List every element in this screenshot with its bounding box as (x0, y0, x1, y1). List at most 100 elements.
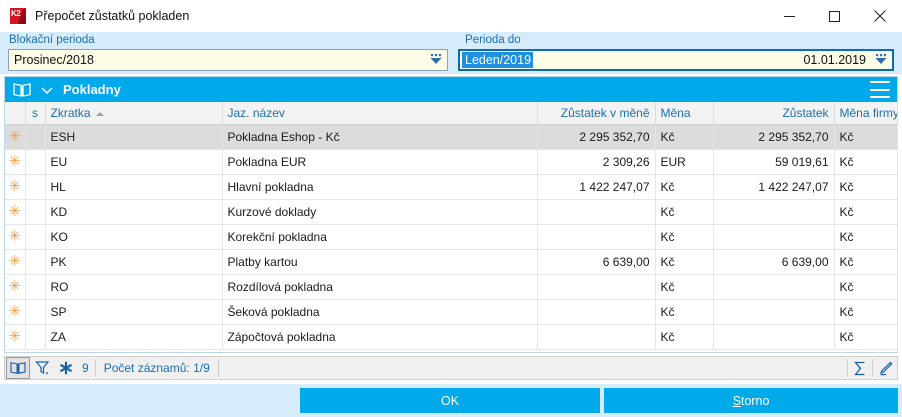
ok-button[interactable]: OK (300, 388, 600, 413)
record-count-label: Počet záznamů: 1/9 (103, 361, 210, 375)
hamburger-menu-icon[interactable] (870, 81, 890, 98)
cell-zustatek: 2 295 352,70 (713, 124, 835, 150)
blocking-period-label: Blokační perioda (9, 34, 95, 46)
cell-nazev: Hlavní pokladna (222, 174, 538, 200)
table-row[interactable]: ✳ SP Šeková pokladna Kč Kč (5, 299, 898, 325)
parameters-strip: Blokační perioda Prosinec/2018 Perioda d… (0, 32, 902, 74)
cell-zustatek (713, 224, 835, 250)
col-header-s[interactable]: s (25, 102, 46, 125)
sigma-sum-icon[interactable] (848, 357, 872, 379)
asterisk-icon[interactable] (54, 357, 78, 379)
blocking-period-input[interactable]: Prosinec/2018 (8, 49, 448, 71)
status-divider (847, 359, 848, 377)
grid-status-bar: 9 Počet záznamů: 1/9 (4, 356, 898, 380)
row-asterisk-icon[interactable]: ✳ (5, 249, 26, 275)
close-button[interactable] (857, 0, 902, 32)
maximize-button[interactable] (812, 0, 857, 32)
row-asterisk-icon[interactable]: ✳ (5, 299, 26, 325)
sort-ascending-icon (95, 111, 104, 116)
cell-mena_firmy: Kč (834, 224, 898, 250)
table-row[interactable]: ✳ PK Platby kartou 6 639,00 Kč 6 639,00 Kč (5, 249, 898, 275)
cell-mena: Kč (655, 274, 714, 300)
cell-s (25, 274, 46, 300)
cell-mena_firmy: Kč (834, 324, 898, 350)
col-header-nazev[interactable]: Jaz. název (222, 102, 538, 125)
row-asterisk-icon[interactable]: ✳ (5, 124, 26, 150)
asterisk-icon: ✳ (8, 253, 22, 271)
dropdown-chevron-icon[interactable] (427, 50, 445, 70)
minimize-button[interactable] (767, 0, 812, 32)
cell-zustatek_mena (537, 224, 656, 250)
cell-zustatek_mena (537, 324, 656, 350)
cell-s (25, 249, 46, 275)
cell-mena: Kč (655, 124, 714, 150)
table-row[interactable]: ✳ ESH Pokladna Eshop - Kč 2 295 352,70 Kč 2 2… (5, 124, 898, 150)
cell-mena_firmy: Kč (834, 174, 898, 200)
chevron-down-icon[interactable] (40, 84, 54, 96)
period-to-value: Leden/2019 (462, 52, 534, 68)
table-row[interactable]: ✳ RO Rozdílová pokladna Kč Kč (5, 274, 898, 300)
cell-s (25, 199, 46, 225)
col-header-star[interactable] (5, 102, 26, 125)
cell-zkratka: KD (45, 199, 223, 225)
table-body: ✳ ESH Pokladna Eshop - Kč 2 295 352,70 Kč 2 2… (5, 124, 898, 350)
status-right-tools (847, 357, 897, 379)
pencil-edit-icon[interactable] (873, 357, 897, 379)
book-icon[interactable] (13, 82, 31, 98)
cancel-button[interactable]: Storno (604, 388, 898, 413)
header-row: s Zkratka Jaz. název Zůstatek v měně Měn… (5, 102, 898, 125)
table-row[interactable]: ✳ EU Pokladna EUR 2 309,26 EUR 59 019,61 Kč (5, 149, 898, 175)
col-header-mena[interactable]: Měna (655, 102, 714, 125)
table-row[interactable]: ✳ ZA Zápočtová pokladna Kč Kč (5, 324, 898, 350)
asterisk-count: 9 (82, 361, 89, 375)
cell-zustatek (713, 199, 835, 225)
col-header-zustatek-mena[interactable]: Zůstatek v měně (537, 102, 656, 125)
cell-s (25, 124, 46, 150)
filter-funnel-icon[interactable] (30, 357, 54, 379)
window-controls (767, 0, 902, 32)
cell-zkratka: ZA (45, 324, 223, 350)
asterisk-icon: ✳ (8, 328, 22, 346)
k2-logo-icon: K2 (10, 8, 26, 24)
row-asterisk-icon[interactable]: ✳ (5, 274, 26, 300)
dropdown-chevron-icon[interactable] (872, 50, 890, 70)
cell-s (25, 224, 46, 250)
row-asterisk-icon[interactable]: ✳ (5, 174, 26, 200)
cell-mena: Kč (655, 324, 714, 350)
period-to-label: Perioda do (465, 34, 521, 46)
blocking-period-group: Blokační perioda Prosinec/2018 (0, 32, 456, 74)
cancel-button-label: torno (740, 393, 770, 408)
col-header-zustatek[interactable]: Zůstatek (713, 102, 835, 125)
cell-zustatek: 1 422 247,07 (713, 174, 835, 200)
row-asterisk-icon[interactable]: ✳ (5, 324, 26, 350)
table-row[interactable]: ✳ KO Korekční pokladna Kč Kč (5, 224, 898, 250)
asterisk-icon: ✳ (8, 178, 22, 196)
cell-zkratka: EU (45, 149, 223, 175)
status-divider (94, 359, 96, 377)
cell-mena: Kč (655, 249, 714, 275)
col-header-mena-firmy[interactable]: Měna firmy (834, 102, 898, 125)
table-row[interactable]: ✳ KD Kurzové doklady Kč Kč (5, 199, 898, 225)
cell-mena: Kč (655, 199, 714, 225)
cell-mena_firmy: Kč (834, 199, 898, 225)
row-asterisk-icon[interactable]: ✳ (5, 224, 26, 250)
grid-title-bar: Pokladny (5, 77, 897, 102)
table-row[interactable]: ✳ HL Hlavní pokladna 1 422 247,07 Kč 1 422 24… (5, 174, 898, 200)
col-header-zkratka-label: Zkratka (50, 105, 91, 120)
cell-zustatek_mena: 2 309,26 (537, 149, 656, 175)
book-icon[interactable] (6, 357, 30, 379)
dialog-footer: OK Storno (0, 384, 902, 417)
col-header-zkratka[interactable]: Zkratka (45, 102, 223, 125)
period-to-input[interactable]: Leden/2019 01.01.2019 (458, 49, 894, 71)
cell-zkratka: SP (45, 299, 223, 325)
cell-nazev: Korekční pokladna (222, 224, 538, 250)
pokladny-table: s Zkratka Jaz. název Zůstatek v měně Měn… (5, 102, 898, 350)
cell-zustatek_mena (537, 274, 656, 300)
row-asterisk-icon[interactable]: ✳ (5, 149, 26, 175)
asterisk-icon: ✳ (8, 128, 22, 146)
cell-mena: Kč (655, 224, 714, 250)
asterisk-icon: ✳ (8, 228, 22, 246)
cell-mena: EUR (655, 149, 714, 175)
row-asterisk-icon[interactable]: ✳ (5, 199, 26, 225)
